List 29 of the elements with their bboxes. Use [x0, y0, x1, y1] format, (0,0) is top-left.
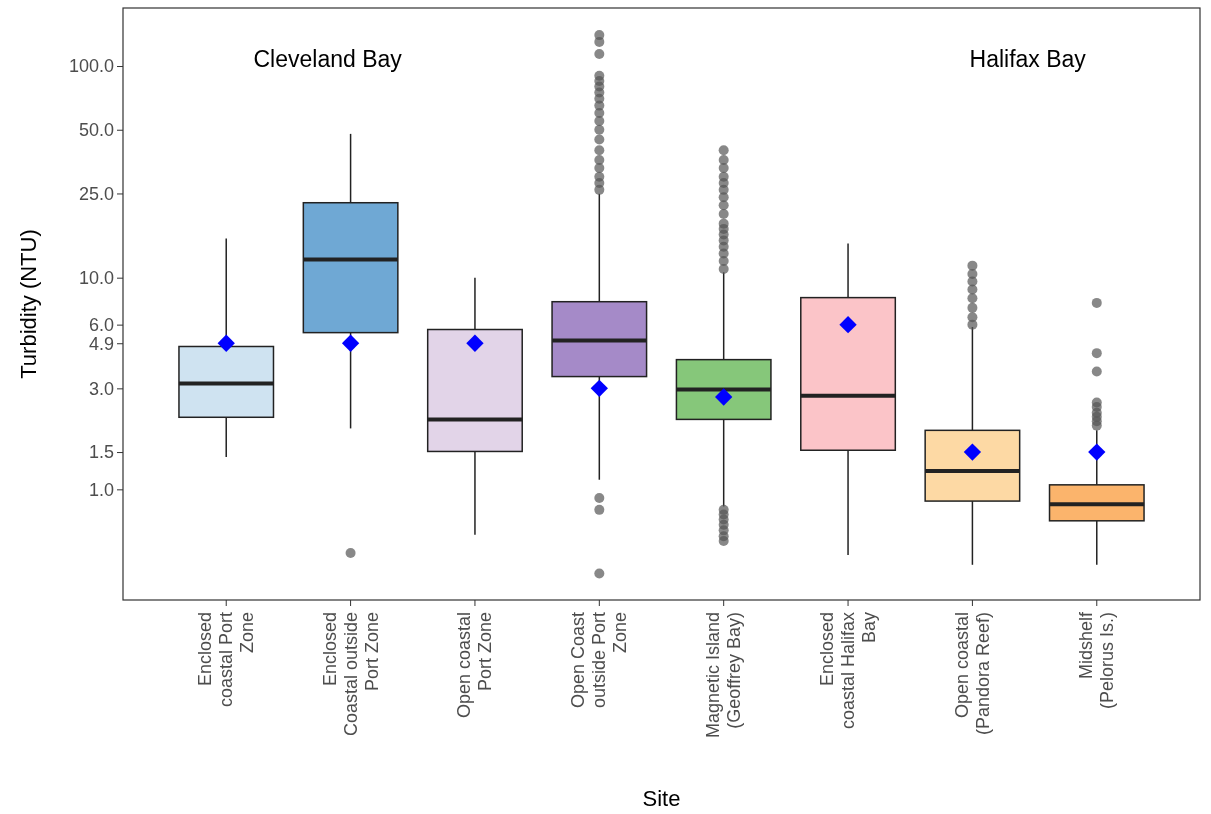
x-tick-label: Enclosed Coastal outside Port Zone: [319, 612, 382, 737]
point: [217, 334, 235, 352]
y-tick-label: 50.0: [78, 120, 114, 140]
y-tick-label: 4.9: [88, 333, 114, 354]
x-tick-label: Open Coast outside Port Zone: [568, 612, 631, 709]
y-tick-label: 1.5: [88, 442, 114, 463]
y-tick-label: 100.0: [68, 56, 114, 77]
point: [590, 379, 608, 398]
y-axis-title: Turbidity (NTU): [16, 229, 41, 379]
y-tick-label: 10.0: [78, 267, 114, 288]
point: [466, 334, 484, 352]
annotation: Halifax Bay: [969, 46, 1087, 73]
point: [1088, 443, 1106, 461]
y-tick-label: 6.0: [88, 314, 114, 335]
x-tick-label: Magnetic Island (Geoffrey Bay): [703, 612, 745, 739]
x-tick-label: Open coastal Port Zone: [454, 612, 496, 719]
point: [341, 334, 360, 352]
y-tick-label: 1.0: [88, 479, 114, 500]
x-tick-label: Midshelf (Pelorus Is.): [1076, 611, 1118, 710]
x-axis-title: Site: [642, 786, 681, 811]
x-tick-label: Open coastal (Pandora Reef): [951, 612, 993, 736]
annotation: Cleveland Bay: [253, 46, 403, 73]
point: [715, 388, 733, 406]
y-tick-label: 25.0: [78, 183, 114, 204]
x-tick-label: Enclosed coastal Port Zone: [195, 612, 258, 708]
point: [839, 315, 857, 334]
x-tick-label: Enclosed coastal Halifax Bay: [817, 612, 880, 730]
y-tick-label: 3.0: [88, 378, 114, 399]
point: [963, 443, 982, 461]
